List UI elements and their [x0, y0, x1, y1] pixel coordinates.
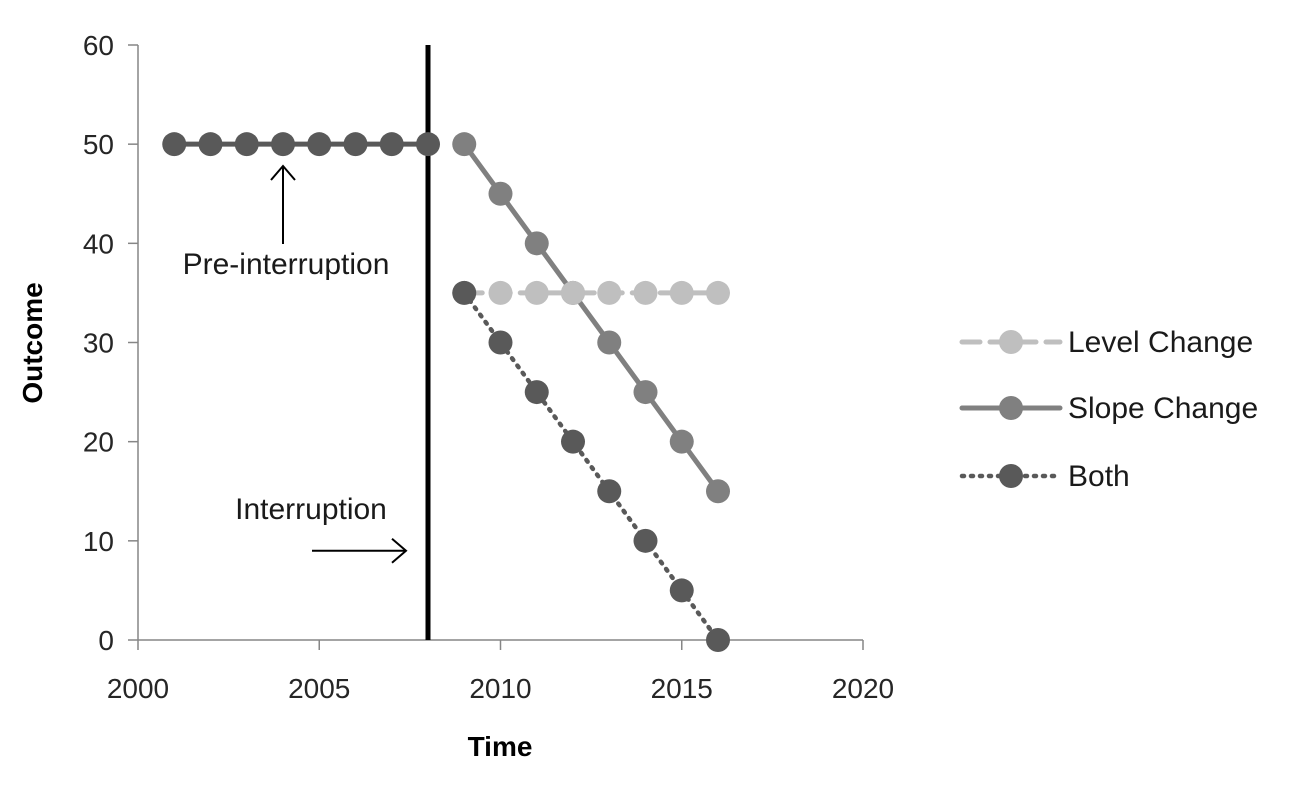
y-tick-label: 50: [83, 129, 114, 160]
data-point-both: [669, 578, 694, 603]
series-pre-interruption: [162, 132, 440, 157]
data-point-level-change: [669, 280, 694, 305]
y-tick-label: 10: [83, 526, 114, 557]
data-point-pre-interruption: [162, 132, 187, 157]
legend-item-level-change: Level Change: [959, 326, 1253, 359]
data-point-slope-change: [452, 132, 477, 157]
y-axis-title: Outcome: [17, 282, 48, 403]
y-tick-label: 60: [83, 30, 114, 61]
data-point-level-change: [706, 280, 730, 305]
x-tick-label: 2010: [469, 673, 531, 704]
data-point-both: [561, 429, 585, 454]
legend-label-slope-change: Slope Change: [1068, 392, 1258, 425]
y-tick-label: 0: [98, 625, 114, 656]
y-tick-label: 20: [83, 427, 114, 458]
pre-interruption-label: Pre-interruption: [183, 248, 390, 281]
series-both: [452, 280, 730, 652]
legend: Level Change Slope Change Both: [959, 326, 1258, 493]
data-point-pre-interruption: [379, 132, 404, 157]
interruption-label: Interruption: [235, 493, 387, 526]
legend-swatch-marker-slope-change: [999, 396, 1023, 420]
legend-item-both: Both: [959, 460, 1130, 493]
data-point-both: [488, 330, 513, 355]
series-layer: [162, 132, 730, 652]
data-point-pre-interruption: [198, 132, 223, 157]
x-tick-label: 2000: [107, 673, 169, 704]
annotations: Pre-interruption Interruption: [183, 164, 408, 564]
data-point-slope-change: [524, 231, 549, 256]
data-point-slope-change: [597, 330, 622, 355]
data-point-both: [633, 528, 658, 553]
data-point-pre-interruption: [307, 132, 332, 157]
data-point-level-change: [524, 280, 549, 305]
y-tick-label: 30: [83, 328, 114, 359]
x-tick-labels: 2000 2005 2010 2015 2020: [107, 673, 894, 704]
x-axis-title: Time: [468, 731, 533, 762]
x-tick-label: 2005: [288, 673, 350, 704]
data-point-slope-change: [706, 479, 730, 504]
legend-label-both: Both: [1068, 460, 1130, 493]
interruption-arrow-head: [391, 537, 408, 564]
data-point-level-change: [633, 280, 658, 305]
x-tick-label: 2015: [651, 673, 713, 704]
data-point-pre-interruption: [234, 132, 259, 157]
y-tick-label: 40: [83, 228, 114, 259]
legend-swatch-marker-level-change: [999, 330, 1023, 354]
pre-interruption-arrow-head: [270, 164, 296, 181]
data-point-slope-change: [488, 181, 513, 206]
x-tick-label: 2020: [832, 673, 894, 704]
data-point-both: [452, 280, 477, 305]
legend-item-slope-change: Slope Change: [959, 392, 1258, 425]
series-slope-change: [452, 132, 730, 504]
data-point-pre-interruption: [343, 132, 368, 157]
data-point-level-change: [561, 280, 585, 305]
legend-label-level-change: Level Change: [1068, 326, 1253, 359]
data-point-slope-change: [633, 380, 658, 405]
y-tick-labels: 0 10 20 30 40 50 60: [83, 30, 114, 656]
series-level-change: [452, 280, 730, 305]
data-point-level-change: [488, 280, 513, 305]
data-point-both: [597, 479, 622, 504]
data-point-level-change: [597, 280, 622, 305]
data-point-pre-interruption: [416, 132, 440, 157]
data-point-pre-interruption: [271, 132, 295, 157]
data-point-both: [524, 380, 549, 405]
legend-swatch-marker-both: [999, 464, 1023, 488]
data-point-slope-change: [669, 429, 694, 454]
data-point-both: [706, 628, 730, 652]
